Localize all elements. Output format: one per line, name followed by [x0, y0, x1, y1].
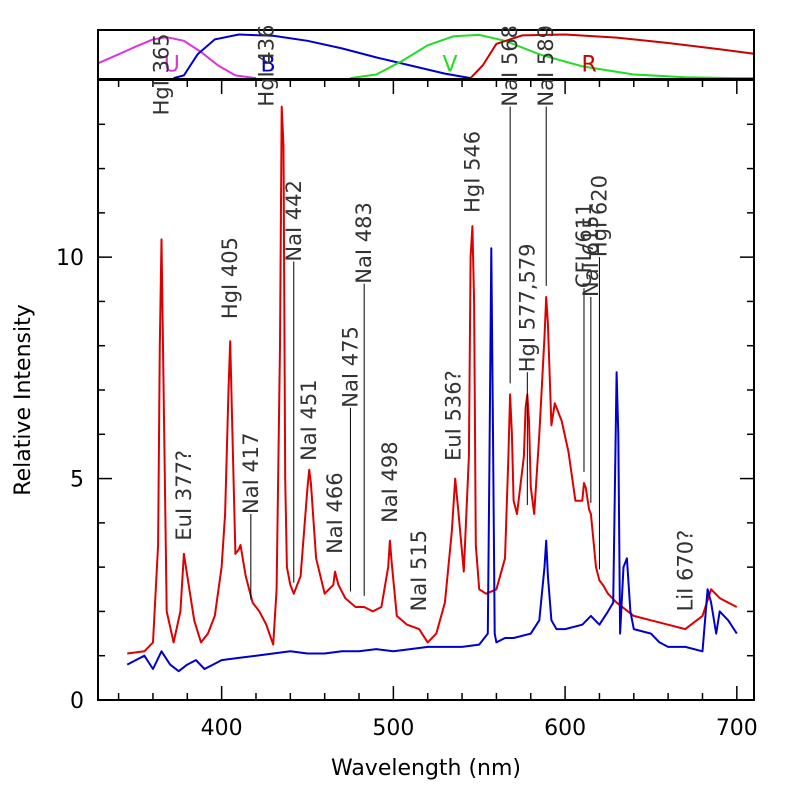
line-label: EuI 377?	[172, 450, 196, 541]
x-axis-ticks: 400 500 600 700	[117, 80, 758, 741]
line-label: EuI 536?	[442, 370, 466, 461]
line-label: NaI 498	[378, 441, 402, 523]
filter-curve-b	[173, 33, 471, 80]
spectrum-panel: 400 500 600 700 0 5 10 Wavelength (nm) Relative …	[11, 25, 758, 781]
line-label: HgI 405	[218, 237, 242, 319]
filter-curve-r	[469, 33, 755, 79]
y-axis-ticks: 0 5 10	[56, 79, 754, 714]
spectrum-line-red	[127, 105, 738, 655]
line-label: NaI 451	[297, 379, 321, 461]
line-label: HgI 577,579	[515, 243, 539, 372]
y-tick-label: 5	[70, 468, 84, 493]
x-tick-label: 400	[201, 716, 243, 741]
line-label: LiI 670?	[673, 530, 697, 612]
line-label: HgI 365	[150, 33, 174, 115]
line-label: NaI 417	[239, 432, 263, 514]
line-label: NaI 615	[579, 215, 603, 297]
filter-label-r: R	[581, 52, 596, 77]
filter-label-b: B	[260, 52, 275, 77]
y-tick-label: 10	[56, 246, 84, 271]
line-label: NaI 466	[323, 472, 347, 554]
line-label: CFL/611	[572, 202, 596, 288]
x-tick-label: 600	[544, 716, 586, 741]
line-label: NaI 483	[352, 202, 376, 284]
x-tick-label: 500	[372, 716, 414, 741]
line-label: HgI 620	[587, 175, 611, 257]
y-axis-title: Relative Intensity	[11, 304, 36, 495]
line-label: NaI 568	[498, 25, 522, 107]
x-tick-label: 700	[716, 716, 758, 741]
line-annotations: HgI 365 EuI 377? HgI 405 NaI 417 HgI 436 NaI …	[150, 25, 698, 612]
y-tick-label: 0	[70, 689, 84, 714]
line-label: NaI 475	[338, 326, 362, 408]
spectrum-line-blue	[126, 247, 738, 673]
line-label: HgI 546	[460, 131, 484, 213]
line-label: NaI 589	[534, 25, 558, 107]
line-label: HgI 436	[254, 25, 278, 107]
filter-curve-u	[97, 36, 257, 80]
line-label: NaI 442	[282, 180, 306, 262]
line-label: NaI 515	[407, 530, 431, 612]
filter-label-v: V	[443, 52, 458, 77]
x-axis-title: Wavelength (nm)	[331, 756, 521, 781]
filter-label-u: U	[164, 52, 180, 77]
